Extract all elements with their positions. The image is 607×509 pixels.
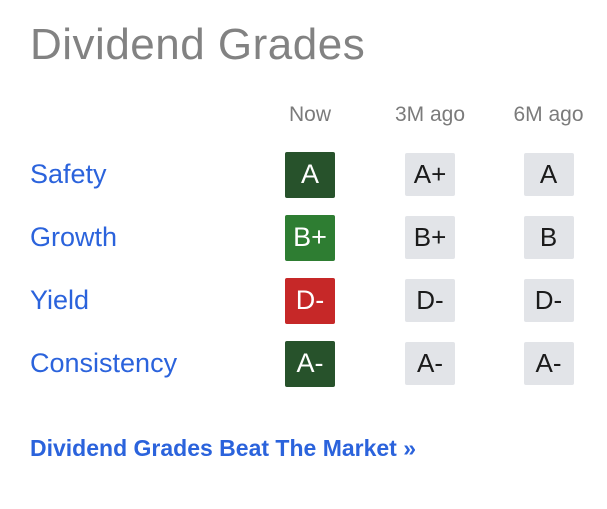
grade-badge-yield-3m: D- [405, 279, 455, 323]
grades-table: Now 3M ago 6M ago Safety A A+ A Growth B… [0, 103, 607, 387]
table-cell: D- [490, 279, 607, 323]
grade-badge-safety-6m: A [523, 153, 574, 197]
grade-badge-consistency-now: A- [285, 340, 335, 387]
grade-badge-yield-now: D- [285, 277, 335, 324]
grade-badge-consistency-6m: A- [523, 342, 574, 386]
grade-badge-growth-6m: B [523, 216, 574, 260]
grade-badge-safety-3m: A+ [405, 153, 455, 197]
grade-badge-growth-3m: B+ [405, 216, 455, 260]
grade-badge-growth-now: B+ [285, 214, 335, 261]
column-header-spacer [0, 115, 250, 123]
table-cell: B+ [370, 216, 490, 260]
table-cell: A [250, 151, 370, 198]
row-label-safety[interactable]: Safety [30, 159, 107, 190]
column-header-3m-ago: 3M ago [394, 102, 466, 126]
column-header-now: Now [288, 102, 331, 126]
column-header-6m-ago: 6M ago [513, 102, 584, 126]
table-cell: A- [370, 342, 490, 386]
table-cell: A [490, 153, 607, 197]
row-label-yield[interactable]: Yield [30, 285, 90, 316]
grade-badge-yield-6m: D- [523, 279, 574, 323]
table-cell: B [490, 216, 607, 260]
row-label-growth[interactable]: Growth [30, 222, 118, 253]
table-cell: D- [250, 277, 370, 324]
grade-badge-safety-now: A [285, 151, 335, 198]
dividend-grades-beat-market-link[interactable]: Dividend Grades Beat The Market » [30, 434, 417, 461]
table-cell: A- [490, 342, 607, 386]
table-cell: B+ [250, 214, 370, 261]
page-title: Dividend Grades [30, 20, 366, 69]
table-cell: A+ [370, 153, 490, 197]
grade-badge-consistency-3m: A- [405, 342, 455, 386]
row-label-consistency[interactable]: Consistency [30, 348, 178, 379]
table-cell: D- [370, 279, 490, 323]
table-cell: A- [250, 340, 370, 387]
